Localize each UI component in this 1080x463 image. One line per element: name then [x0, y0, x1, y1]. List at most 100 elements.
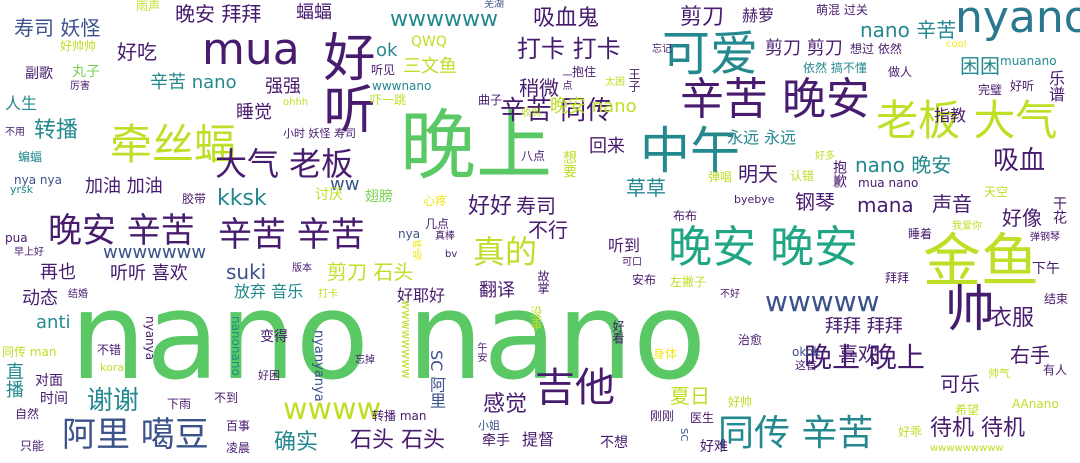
word: 赫萝 [742, 6, 775, 25]
word: 午安 [475, 342, 486, 362]
word: 晚上 [400, 101, 552, 190]
word: 晚上 晚上 [804, 341, 925, 374]
word: 抱歉 [831, 160, 847, 188]
word: 真棒 [435, 231, 455, 242]
word: 刚刚 [650, 409, 675, 423]
word: 阿里 噶豆 [62, 415, 209, 455]
word: 不好 [720, 289, 740, 300]
word: 认错 [790, 169, 815, 183]
word: 强强 [265, 76, 301, 97]
word: 感觉 [483, 392, 528, 417]
word: 结束 [1044, 292, 1069, 306]
word: 帅气 [988, 367, 1010, 380]
word: 真的 [473, 233, 538, 271]
word: 可爱 [662, 26, 759, 82]
word: 稍微 [519, 76, 559, 100]
word: 右手 [1010, 343, 1050, 367]
word: 再也 [40, 262, 76, 283]
word: 剪刀 [680, 5, 725, 30]
word: 声音 [932, 192, 972, 216]
word: 几点 [425, 217, 450, 231]
word: 人生 [5, 94, 38, 113]
word: kora [100, 361, 124, 374]
word: 收到 [521, 108, 541, 119]
word: 听见 [371, 63, 396, 77]
word: 抱住 [572, 65, 597, 79]
word: 不想 [600, 435, 628, 451]
word: ww [330, 174, 360, 195]
word: 同传 辛苦 [718, 413, 874, 454]
word: okok [792, 345, 821, 359]
word: 好难 [700, 439, 728, 455]
word: 太困 [605, 77, 625, 88]
word: SC [678, 428, 689, 442]
word: 没事 [529, 306, 543, 330]
word: 好帅 [728, 395, 753, 409]
word: 天空 [984, 185, 1009, 199]
word: 直播 [3, 362, 24, 398]
word: 辛苦 辛苦 [218, 215, 365, 255]
word: 曲子 [478, 93, 503, 107]
word: 吓一跳 [370, 93, 407, 107]
word: 只能 [20, 439, 45, 453]
word: 做人 [888, 65, 913, 79]
word: 下午 [1032, 261, 1060, 277]
word: nano 辛苦 [860, 18, 957, 42]
word: 听听 喜欢 [110, 263, 188, 284]
word: bv [445, 249, 458, 260]
word: 帅 [945, 280, 995, 338]
word: kksk [217, 186, 267, 211]
word: 好吃 [117, 40, 157, 64]
word: cool [946, 39, 967, 50]
word: 好像 [1002, 206, 1042, 230]
word: nya [398, 227, 421, 241]
word: nano nano [70, 268, 707, 407]
word: 中午 [640, 122, 740, 180]
word: 下雨 [167, 397, 192, 411]
word: 金鱼 [923, 227, 1040, 295]
word: 大气 老板 [215, 145, 354, 183]
word: 打卡 [318, 289, 338, 300]
word: 确实 [274, 430, 319, 455]
word: 转播 [34, 118, 79, 143]
word: 治愈 [738, 333, 763, 347]
word: anti [36, 312, 71, 333]
word: 忘掉 [355, 355, 375, 366]
word: 好看 [611, 320, 625, 344]
word: 听到 [608, 236, 641, 255]
word: 寿司 妖怪 [14, 16, 101, 40]
word: 明天 [738, 162, 778, 186]
word: wwwww [765, 285, 880, 318]
word: 想过 依然 [850, 42, 902, 56]
word: 打卡 打卡 [517, 35, 621, 63]
word: 可乐 [940, 372, 980, 396]
word: 辛苦 nano [150, 72, 237, 93]
word: 时间 [40, 391, 68, 407]
word: 蝙蝠 [18, 150, 43, 164]
word: 好困 [258, 369, 280, 382]
word: 好多 [815, 151, 835, 162]
word: 完璧 [978, 83, 1003, 97]
word: ohhh [283, 97, 309, 108]
word: 回来 [589, 136, 625, 157]
word: wwwwww [390, 7, 498, 32]
word: nanonano [229, 316, 243, 376]
word: muanano [1000, 54, 1057, 68]
word: 呼吸 [410, 240, 421, 260]
word: 草草 [626, 176, 666, 200]
word: 可口 [622, 257, 642, 268]
word: 提督 [522, 430, 555, 449]
word: 雨声 [136, 0, 161, 13]
word: 萌混 过关 [816, 3, 868, 17]
word: 百事 [226, 419, 251, 433]
word: 老板 大气 [876, 96, 1058, 145]
word: 指教 [934, 106, 967, 125]
word: 翅膀 [365, 189, 393, 205]
word: wwwnano [372, 79, 432, 93]
word: 心疼 [423, 194, 448, 208]
word: 加油 加油 [85, 176, 163, 197]
word: 不到 [214, 391, 239, 405]
word: 好好 [468, 194, 513, 219]
word: 一点 [560, 70, 571, 90]
